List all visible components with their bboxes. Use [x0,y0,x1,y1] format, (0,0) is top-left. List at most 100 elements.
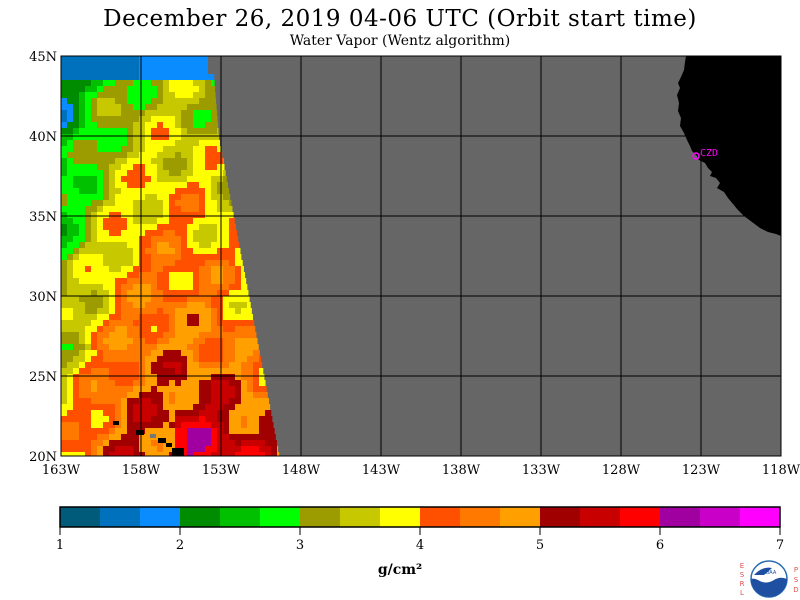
hawaii-islands [113,421,184,456]
vapor-cell [271,422,274,428]
vapor-cell [199,386,205,392]
vapor-cell [265,452,271,456]
vapor-cell [91,284,97,290]
vapor-cell [85,176,91,182]
vapor-cell [199,356,205,362]
vapor-cell [127,266,133,272]
vapor-cell [169,272,175,278]
vapor-cell [169,404,175,410]
vapor-cell [199,128,205,134]
vapor-cell [229,194,231,200]
vapor-cell [205,416,211,422]
vapor-cell [67,284,73,290]
vapor-cell [85,92,91,98]
vapor-cell [157,200,163,206]
longitude-label: 133W [522,463,561,478]
vapor-cell [145,302,151,308]
vapor-cell [163,200,169,206]
vapor-cell [241,290,247,296]
vapor-cell [127,308,133,314]
vapor-cell [121,164,127,170]
vapor-cell [205,410,211,416]
vapor-cell [211,188,217,194]
vapor-cell [79,242,85,248]
vapor-cell [217,128,219,134]
vapor-cell [103,404,109,410]
vapor-cell [193,380,199,386]
vapor-cell [187,170,193,176]
vapor-cell [157,218,163,224]
vapor-cell [127,290,133,296]
vapor-cell [121,338,127,344]
vapor-cell [151,284,157,290]
vapor-cell [169,212,175,218]
vapor-cell [121,80,127,86]
vapor-cell [205,386,211,392]
vapor-cell [145,86,151,92]
vapor-cell [121,416,127,422]
vapor-cell [223,200,229,206]
vapor-cell [103,80,109,86]
vapor-cell [187,248,193,254]
vapor-cell [259,398,265,404]
vapor-cell [97,326,103,332]
vapor-cell [115,332,121,338]
vapor-cell [109,308,115,314]
vapor-cell [199,362,205,368]
vapor-cell [247,380,253,386]
vapor-cell [91,266,97,272]
vapor-cell [73,164,79,170]
vapor-cell [133,230,139,236]
vapor-cell [235,314,241,320]
vapor-cell [133,146,139,152]
vapor-cell [121,422,127,428]
vapor-cell [217,152,223,158]
vapor-cell [265,440,271,446]
vapor-cell [151,206,157,212]
vapor-cell [115,206,121,212]
vapor-cell [193,248,199,254]
vapor-cell [73,404,79,410]
vapor-cell [235,410,241,416]
vapor-cell [91,194,97,200]
vapor-cell [193,176,199,182]
vapor-cell [145,266,151,272]
vapor-cell [103,416,109,422]
vapor-cell [85,326,91,332]
vapor-cell [85,350,91,356]
vapor-cell [211,422,217,428]
vapor-cell [217,446,223,452]
vapor-cell [259,422,265,428]
vapor-cell [205,236,211,242]
vapor-cell [217,416,223,422]
vapor-cell [103,218,109,224]
vapor-cell [265,404,271,410]
vapor-cell [211,248,217,254]
vapor-cell [61,278,67,284]
vapor-cell [217,146,222,152]
longitude-label: 138W [442,463,481,478]
vapor-cell [211,182,217,188]
vapor-cell [73,326,79,332]
vapor-cell [253,368,259,374]
vapor-cell [115,122,121,128]
vapor-cell [61,284,67,290]
vapor-cell [73,362,79,368]
vapor-cell [115,242,121,248]
vapor-cell [205,98,211,104]
vapor-cell [169,434,175,440]
vapor-cell [91,92,97,98]
vapor-cell [85,182,91,188]
vapor-cell [163,230,169,236]
vapor-cell [67,248,73,254]
vapor-cell [193,194,199,200]
vapor-cell [163,278,169,284]
vapor-cell [127,116,133,122]
vapor-cell [151,80,157,86]
vapor-cell [157,314,163,320]
vapor-cell [127,98,133,104]
vapor-cell [175,440,181,446]
vapor-cell [103,74,109,80]
vapor-cell [211,134,217,140]
vapor-cell [67,290,73,296]
